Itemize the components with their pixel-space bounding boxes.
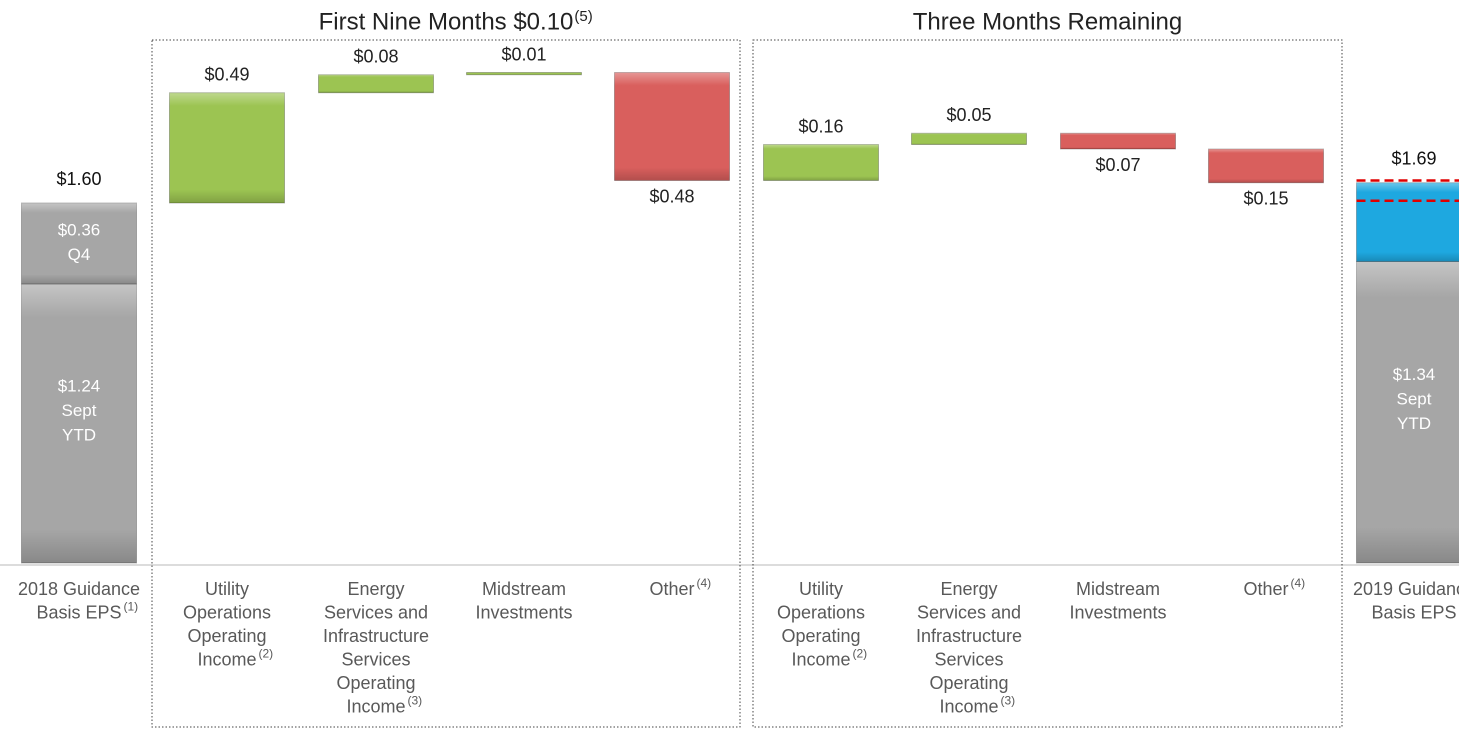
footnote-marker: (4) — [697, 576, 712, 590]
category-label: 2019 Guidance — [1353, 579, 1459, 599]
bar-shade — [1356, 182, 1459, 262]
group-title: First Nine Months $0.10 — [319, 8, 574, 35]
category-label: Operating — [929, 673, 1008, 693]
value-label: $0.48 — [649, 186, 694, 206]
value-label: $0.01 — [501, 44, 546, 64]
category-label: Infrastructure — [323, 626, 429, 646]
value-label: $0.05 — [946, 105, 991, 125]
bar-shade — [911, 133, 1027, 145]
category-label: Services — [934, 649, 1003, 669]
category-label: Income — [197, 649, 256, 669]
bar-shade — [614, 72, 730, 181]
bar-shade — [318, 74, 434, 93]
footnote-marker: (2) — [853, 647, 868, 661]
value-label: $0.49 — [204, 65, 249, 85]
value-label: $0.08 — [353, 47, 398, 67]
value-label: $0.15 — [1243, 189, 1288, 209]
category-label: Energy — [347, 579, 404, 599]
value-label: $0.16 — [798, 116, 843, 136]
category-label: Other — [649, 579, 694, 599]
bar-shade — [21, 203, 137, 284]
category-label: Midstream — [1076, 579, 1160, 599]
bar-shade — [466, 72, 582, 75]
group-box — [752, 39, 1343, 728]
category-label: Income — [791, 649, 850, 669]
bar-shade — [763, 144, 879, 181]
category-label: Services and — [917, 602, 1021, 622]
bar-shade — [21, 284, 137, 563]
footnote-marker: (4) — [1291, 576, 1306, 590]
group-box — [151, 39, 741, 728]
segment-label: YTD — [62, 425, 96, 444]
total-label: $1.69 — [1391, 149, 1436, 169]
bar-shade — [1356, 261, 1459, 563]
category-label: Basis EPS — [36, 602, 121, 622]
category-label: Operating — [187, 626, 266, 646]
category-label: Basis EPS — [1371, 602, 1456, 622]
category-label: Services and — [324, 602, 428, 622]
category-label: Midstream — [482, 579, 566, 599]
category-label: Operations — [183, 602, 271, 622]
footnote-marker: (5) — [574, 8, 592, 25]
bar-shade — [169, 92, 285, 203]
category-label: Operating — [336, 673, 415, 693]
segment-label: $0.36 — [58, 221, 101, 240]
category-label: Operating — [781, 626, 860, 646]
segment-label: Q4 — [68, 245, 91, 264]
category-label: Income — [939, 696, 998, 716]
category-label: Operations — [777, 602, 865, 622]
segment-label: $1.34 — [1393, 365, 1436, 384]
category-label: Infrastructure — [916, 626, 1022, 646]
segment-label: YTD — [1397, 414, 1431, 433]
segment-label: Sept — [62, 401, 97, 420]
segment-label: $1.24 — [58, 376, 101, 395]
footnote-marker: (3) — [408, 694, 423, 708]
category-label: Utility — [205, 579, 249, 599]
category-label: Investments — [475, 602, 572, 622]
bar-shade — [1208, 149, 1324, 183]
footnote-marker: (1) — [124, 600, 139, 614]
group-title: Three Months Remaining — [913, 8, 1182, 35]
footnote-marker: (3) — [1001, 694, 1016, 708]
category-label: Other — [1243, 579, 1288, 599]
bar-shade — [1060, 133, 1176, 149]
total-label: $1.60 — [56, 169, 101, 189]
value-label: $0.07 — [1095, 155, 1140, 175]
segment-label: Sept — [1397, 390, 1432, 409]
category-label: Income — [346, 696, 405, 716]
footnote-marker: (2) — [259, 647, 274, 661]
category-label: Utility — [799, 579, 843, 599]
category-label: 2018 Guidance — [18, 579, 140, 599]
category-label: Investments — [1069, 602, 1166, 622]
category-label: Services — [341, 649, 410, 669]
category-label: Energy — [940, 579, 997, 599]
